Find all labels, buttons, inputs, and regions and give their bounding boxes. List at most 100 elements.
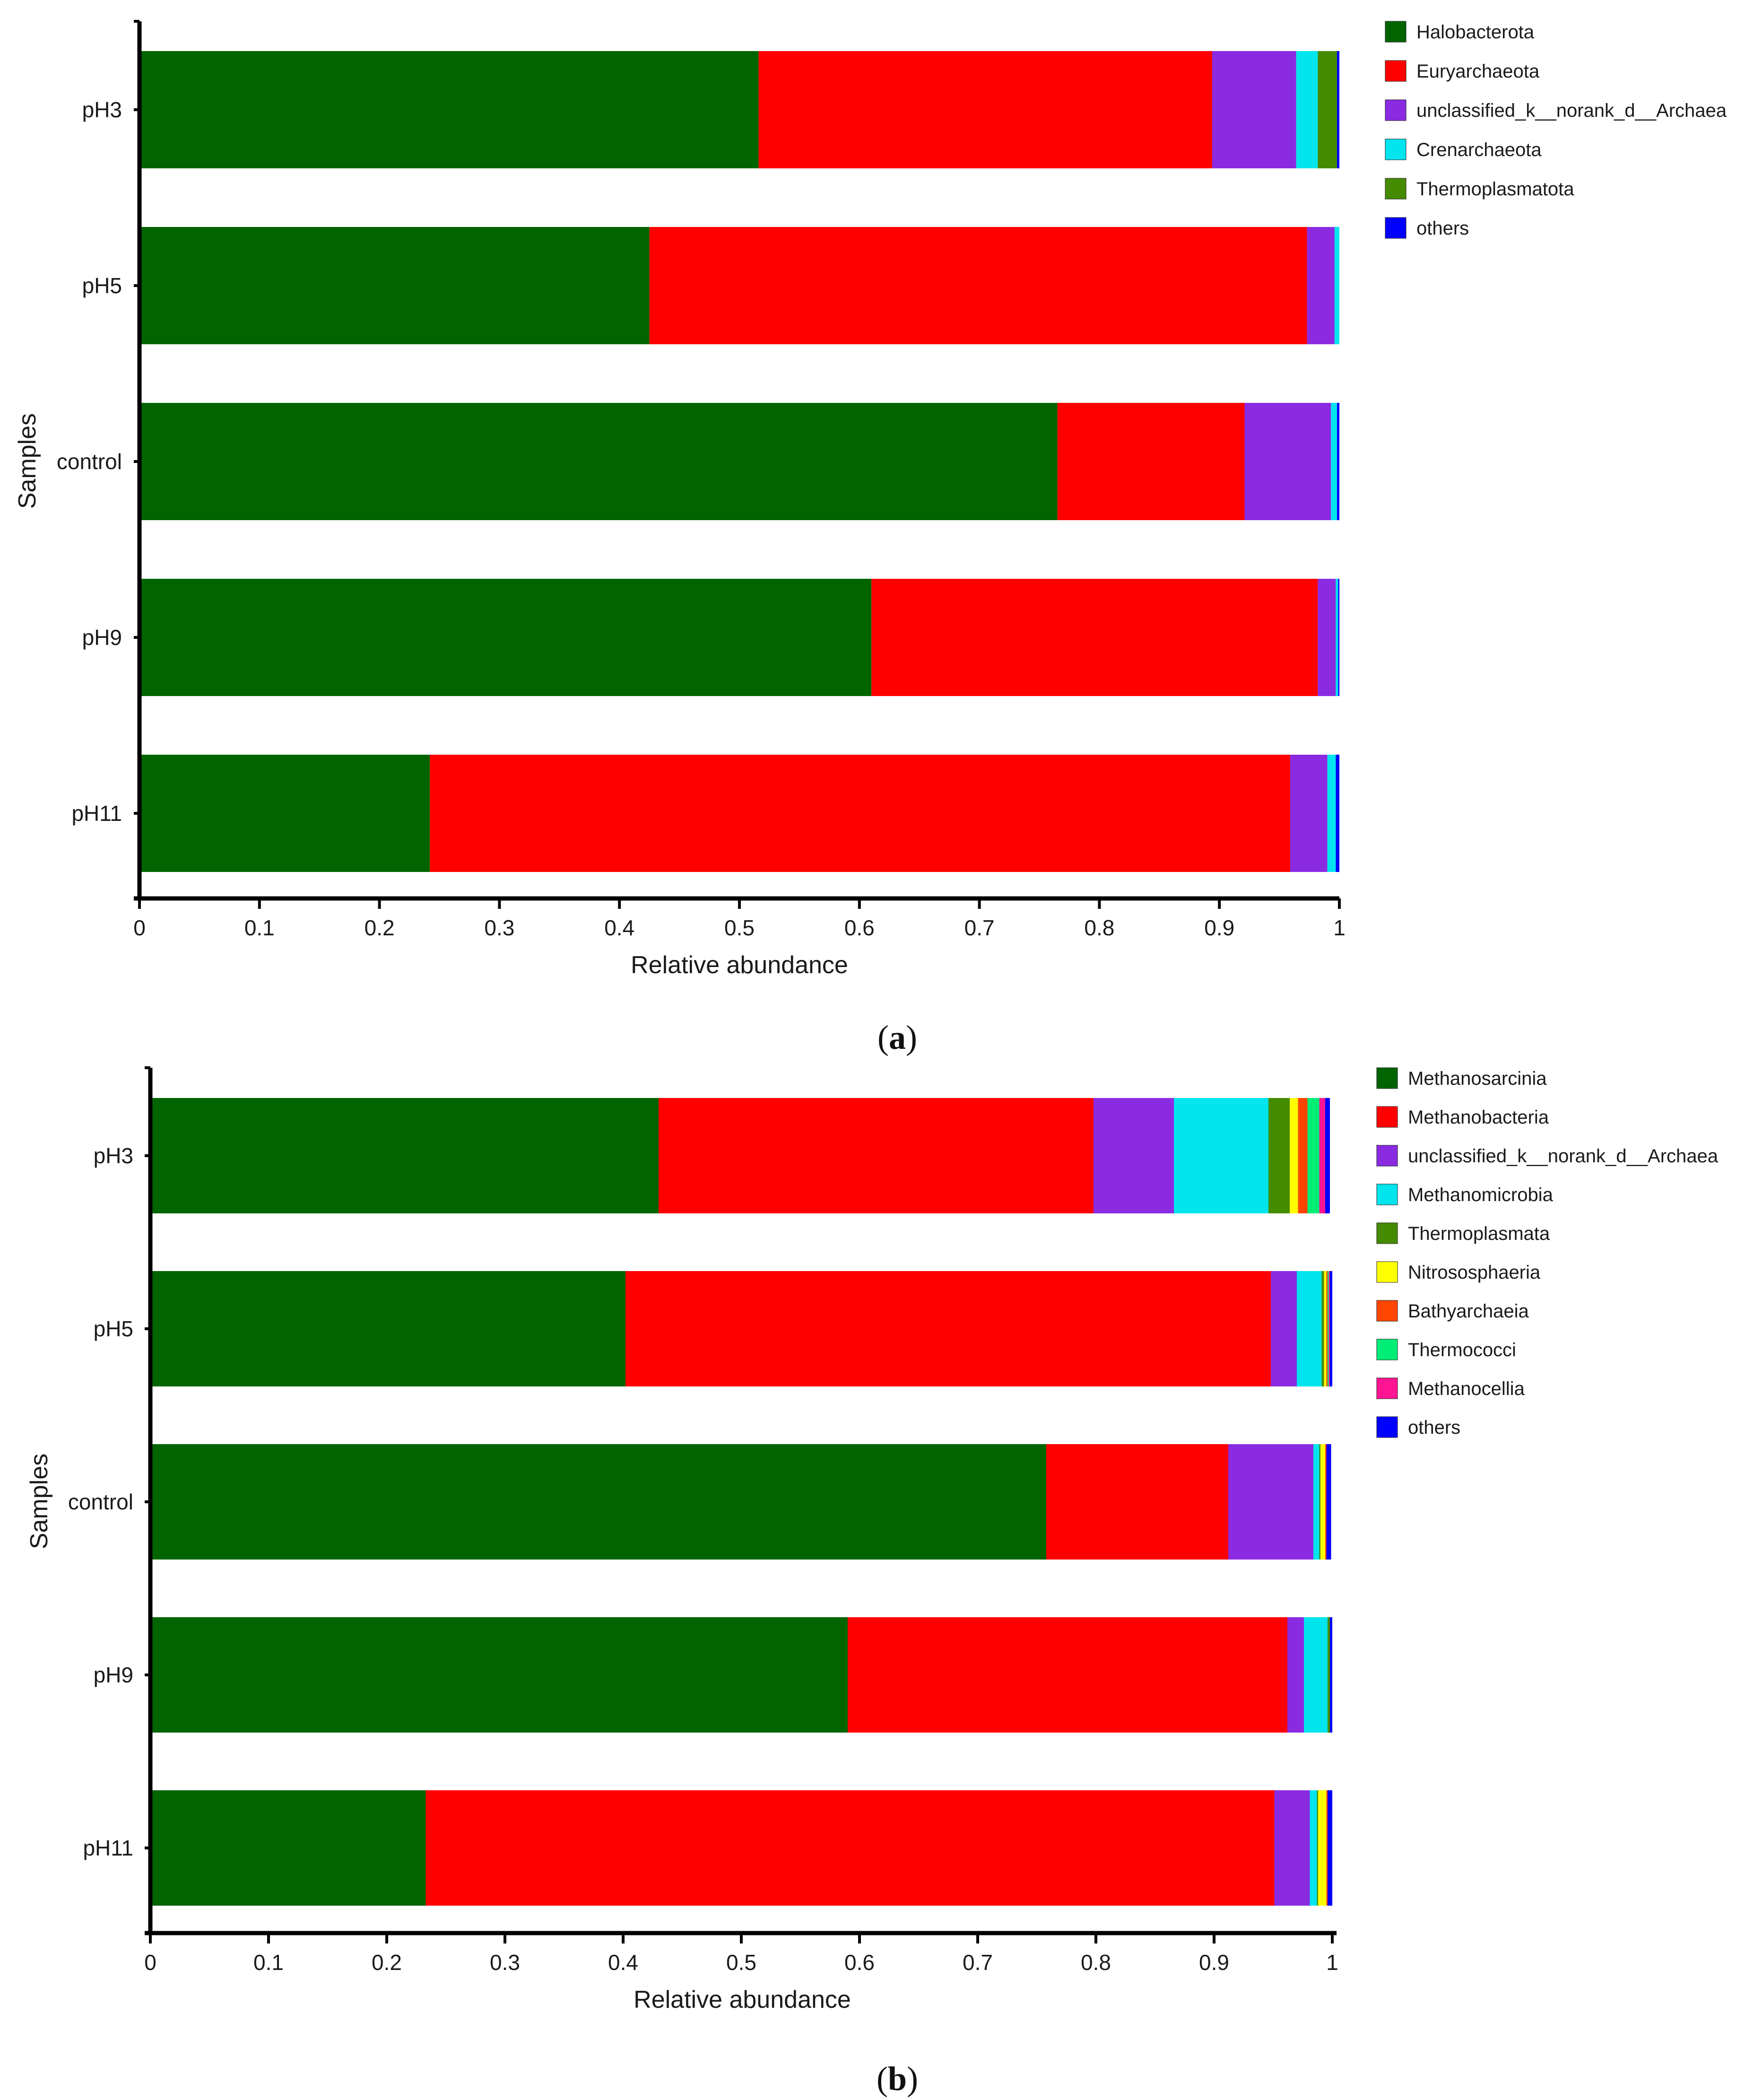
bar-segment-a-ph5-euryarchaeota — [649, 227, 1307, 344]
bar-segment-a-ph3-halobacterota — [139, 51, 759, 168]
bar-segment-a-control-euryarchaeota — [1057, 403, 1245, 520]
bar-segment-b-control-methanomicrobia — [1313, 1444, 1320, 1560]
legend-label-a-halobacterota: Halobacterota — [1416, 22, 1535, 43]
bar-segment-a-control-others — [1337, 403, 1339, 520]
legend-swatch-a-thermoplasmatota — [1385, 178, 1407, 200]
legend-swatch-b-others — [1376, 1416, 1398, 1438]
legend-label-b-others: others — [1408, 1417, 1460, 1438]
legend-label-a-unclassified-k-norank-d-archaea: unclassified_k__norank_d__Archaea — [1416, 100, 1727, 121]
panel-b-bars — [150, 1098, 1332, 1906]
bar-segment-b-ph11-bathyarchaeia — [1326, 1790, 1328, 1906]
x-tick-label-b-10: 1 — [1326, 1950, 1338, 1975]
bar-segment-a-ph11-euryarchaeota — [430, 755, 1290, 872]
x-tick-label-b-2: 0.2 — [372, 1950, 402, 1975]
legend-swatch-a-euryarchaeota — [1385, 60, 1407, 82]
bar-segment-b-ph5-methanobacteria — [625, 1271, 1271, 1386]
legend-swatch-a-halobacterota — [1385, 21, 1407, 43]
legend-label-b-methanocellia: Methanocellia — [1408, 1378, 1525, 1399]
bar-segment-b-ph5-methanocellia — [1329, 1271, 1330, 1386]
bar-segment-a-ph9-halobacterota — [139, 579, 872, 696]
panel-a-label-letter: a — [889, 1019, 906, 1056]
bar-segment-b-ph5-others — [1330, 1271, 1332, 1386]
bar-segment-b-ph3-thermococci — [1307, 1098, 1320, 1213]
x-tick-label-a-5: 0.5 — [724, 915, 755, 940]
bar-segment-a-ph5-unclassified-k-norank-d-archaea — [1307, 227, 1335, 344]
x-tick-label-a-6: 0.6 — [844, 915, 875, 940]
legend-label-b-methanomicrobia: Methanomicrobia — [1408, 1185, 1554, 1205]
y-tick-label-b-ph5: pH5 — [94, 1316, 133, 1341]
x-tick-label-a-0: 0 — [133, 915, 146, 940]
legend-swatch-b-thermoplasmata — [1376, 1222, 1398, 1244]
bar-segment-b-ph3-methanosarcinia — [150, 1098, 659, 1213]
panel-a-bars — [139, 51, 1339, 872]
bar-segment-b-ph9-others — [1330, 1617, 1332, 1733]
legend-swatch-a-crenarchaeota — [1385, 139, 1407, 160]
legend-label-a-crenarchaeota: Crenarchaeota — [1416, 139, 1542, 160]
legend-swatch-b-bathyarchaeia — [1376, 1300, 1398, 1322]
bar-segment-b-control-nitrososphaeria — [1320, 1444, 1325, 1560]
bar-segment-b-ph5-nitrososphaeria — [1324, 1271, 1327, 1386]
bar-segment-b-ph3-methanobacteria — [659, 1098, 1094, 1213]
x-tick-label-a-9: 0.9 — [1204, 915, 1234, 940]
legend-label-b-bathyarchaeia: Bathyarchaeia — [1408, 1301, 1529, 1322]
bar-segment-b-ph3-nitrososphaeria — [1290, 1098, 1298, 1213]
bar-segment-a-ph11-halobacterota — [139, 755, 430, 872]
legend-label-b-methanobacteria: Methanobacteria — [1408, 1107, 1549, 1128]
bar-segment-b-control-unclassified-k-norank-d-archaea — [1228, 1444, 1313, 1560]
x-tick-label-b-4: 0.4 — [608, 1950, 638, 1975]
y-tick-label-a-ph3: pH3 — [82, 97, 122, 122]
legend-swatch-b-methanocellia — [1376, 1377, 1398, 1399]
legend-label-a-thermoplasmatota: Thermoplasmatota — [1416, 179, 1574, 200]
legend-swatch-b-nitrososphaeria — [1376, 1261, 1398, 1283]
bar-segment-b-ph11-others — [1328, 1790, 1332, 1906]
bar-segment-a-ph3-unclassified-k-norank-d-archaea — [1212, 51, 1296, 168]
bar-segment-b-ph5-thermococci — [1328, 1271, 1329, 1386]
bar-segment-b-ph3-others — [1325, 1098, 1330, 1213]
x-tick-label-a-4: 0.4 — [604, 915, 634, 940]
bar-segment-a-ph9-euryarchaeota — [871, 579, 1318, 696]
bar-segment-a-ph3-thermoplasmatota — [1318, 51, 1337, 168]
bar-segment-a-ph3-crenarchaeota — [1296, 51, 1318, 168]
bar-segment-a-ph3-euryarchaeota — [758, 51, 1212, 168]
x-tick-label-b-7: 0.7 — [963, 1950, 993, 1975]
legend-label-a-euryarchaeota: Euryarchaeota — [1416, 61, 1540, 82]
x-tick-label-b-9: 0.9 — [1199, 1950, 1229, 1975]
y-tick-label-a-control: control — [57, 449, 122, 474]
legend-swatch-a-others — [1385, 217, 1407, 239]
bar-segment-b-ph5-bathyarchaeia — [1326, 1271, 1328, 1386]
x-tick-label-b-8: 0.8 — [1081, 1950, 1111, 1975]
panel-b-label: (b) — [877, 2060, 918, 2098]
bar-segment-b-ph5-unclassified-k-norank-d-archaea — [1271, 1271, 1297, 1386]
panel-b-y-axis-title: Samples — [26, 1454, 53, 1549]
x-tick-label-a-10: 1 — [1333, 915, 1346, 940]
y-tick-label-b-ph9: pH9 — [94, 1663, 133, 1687]
panel-a-y-ticks: pH3 pH5 control pH9 pH11 — [57, 20, 139, 900]
legend-swatch-b-methanomicrobia — [1376, 1184, 1398, 1205]
panel-a-y-axis-title: Samples — [14, 413, 41, 509]
x-tick-label-a-1: 0.1 — [244, 915, 275, 940]
bar-segment-a-ph5-halobacterota — [139, 227, 650, 344]
bar-segment-b-ph5-methanosarcinia — [150, 1271, 625, 1386]
panel-a-legend: Halobacterota Euryarchaeota unclassified_k… — [1385, 21, 1727, 239]
bar-segment-a-ph11-others — [1336, 755, 1339, 872]
legend-swatch-b-methanosarcinia — [1376, 1067, 1398, 1089]
bar-segment-b-ph11-methanomicrobia — [1310, 1790, 1317, 1906]
bar-segment-b-ph3-methanomicrobia — [1174, 1098, 1268, 1213]
panel-b-label-letter: b — [888, 2060, 907, 2098]
y-tick-label-b-ph3: pH3 — [94, 1143, 133, 1168]
legend-label-b-methanosarcinia: Methanosarcinia — [1408, 1068, 1547, 1089]
bar-segment-b-ph9-unclassified-k-norank-d-archaea — [1287, 1617, 1304, 1733]
bar-segment-a-ph11-crenarchaeota — [1327, 755, 1336, 872]
bar-segment-a-ph5-crenarchaeota — [1334, 227, 1339, 344]
bar-segment-b-ph5-thermoplasmata — [1321, 1271, 1324, 1386]
panel-b-y-ticks: pH3 pH5 control pH9 pH11 — [68, 1066, 150, 1934]
x-tick-label-a-8: 0.8 — [1084, 915, 1114, 940]
y-tick-label-a-ph9: pH9 — [82, 625, 122, 650]
bar-segment-a-ph3-others — [1337, 51, 1339, 168]
panel-b-x-ticks: 0 0.1 0.2 0.3 0.4 0.5 0.6 0.7 0.8 0.9 1 — [144, 1933, 1338, 1975]
bar-segment-b-ph11-methanosarcinia — [150, 1790, 426, 1906]
legend-label-a-others: others — [1416, 218, 1469, 239]
bar-segment-b-ph11-nitrososphaeria — [1318, 1790, 1327, 1906]
bar-segment-b-control-methanosarcinia — [150, 1444, 1046, 1560]
bar-segment-b-ph9-methanomicrobia — [1304, 1617, 1328, 1733]
